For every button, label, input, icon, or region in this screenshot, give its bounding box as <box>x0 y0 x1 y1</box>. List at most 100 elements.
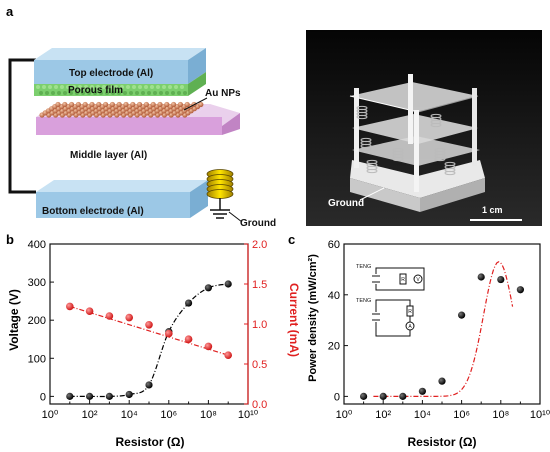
porous-texture-dot <box>45 91 49 95</box>
porous-texture-dot <box>99 91 103 95</box>
inset-label-top: TENG <box>356 264 371 270</box>
au-nps-pointer <box>183 97 208 111</box>
au-nanoparticle <box>109 101 115 108</box>
current-point <box>165 329 173 338</box>
au-nanoparticle <box>157 101 163 108</box>
x-tick-label: 10⁴ <box>121 409 138 421</box>
porous-texture-dot <box>66 85 70 89</box>
y-tick-label: 400 <box>28 239 46 251</box>
current-point <box>204 342 213 351</box>
x-tick-label: 10⁰ <box>42 409 59 421</box>
voltage-point <box>185 299 193 307</box>
porous-texture-dot <box>42 85 46 89</box>
x-tick-label: 10² <box>375 409 391 421</box>
svg-text:A: A <box>408 324 412 330</box>
current-point <box>224 351 232 360</box>
x-tick-label: 10⁸ <box>200 409 217 421</box>
porous-texture-dot <box>81 91 85 95</box>
porous-texture-dot <box>39 91 43 95</box>
chart-c-xlabel: Resistor (Ω) <box>408 435 477 449</box>
voltage-point <box>145 381 153 389</box>
y-tick-label: 40 <box>328 290 340 302</box>
voltage-point <box>66 392 74 400</box>
current-point <box>105 312 114 320</box>
x-tick-label: 10¹⁰ <box>530 409 550 421</box>
y-tick-label: 0 <box>334 391 340 403</box>
porous-texture-dot <box>57 91 61 95</box>
chart-c: 10⁰ 10² 10⁴ 10⁶ 10⁸ 10¹⁰ 0 20 40 60 <box>328 239 550 421</box>
x-tick-label: 10¹⁰ <box>238 409 259 421</box>
y-tick-label: 200 <box>28 315 46 327</box>
svg-text:R: R <box>401 277 405 283</box>
porous-texture-dot <box>48 85 52 89</box>
power-point <box>379 392 387 400</box>
porous-texture-dot <box>108 85 112 89</box>
porous-texture-dot <box>126 85 130 89</box>
y-tick-label: 100 <box>28 353 46 365</box>
au-nanoparticle <box>137 101 143 108</box>
au-nanoparticle <box>82 101 88 108</box>
photo-spring-turn <box>434 156 446 162</box>
panel-a-letter: a <box>6 4 14 19</box>
voltage-point <box>204 284 212 292</box>
porous-texture-dot <box>180 85 184 89</box>
au-nanoparticle <box>69 101 75 108</box>
ground-label: Ground <box>240 218 276 229</box>
porous-texture-dot <box>84 85 88 89</box>
porous-texture-dot <box>60 85 64 89</box>
au-nanoparticle <box>177 101 183 108</box>
porous-texture-dot <box>123 91 127 95</box>
voltage-point <box>105 392 113 400</box>
ground-pointer <box>228 211 243 223</box>
power-point <box>360 392 368 400</box>
au-nanoparticle <box>164 101 170 108</box>
current-point <box>66 302 74 311</box>
power-point <box>438 377 446 385</box>
au-nanoparticle <box>130 101 136 108</box>
current-point <box>125 313 133 322</box>
x-tick-label: 10⁰ <box>336 409 353 421</box>
porous-texture-dot <box>54 85 58 89</box>
voltage-fit-line <box>69 283 229 398</box>
photo-spring-turn <box>356 114 368 120</box>
power-point <box>458 311 466 319</box>
middle-layer-label: Middle layer (Al) <box>70 150 147 161</box>
au-nanoparticle <box>171 101 177 108</box>
porous-texture-dot <box>117 91 121 95</box>
porous-texture-dot <box>162 85 166 89</box>
chart-b-ylabel-right: Current (mA) <box>287 283 301 357</box>
photo-spring-turn <box>366 168 378 174</box>
porous-texture-dot <box>102 85 106 89</box>
au-nanoparticle <box>143 101 149 108</box>
bottom-electrode <box>36 180 208 218</box>
coil-turn <box>206 189 234 199</box>
y2-tick-label: 1.5 <box>252 279 267 291</box>
chart-b-xlabel: Resistor (Ω) <box>116 435 185 449</box>
porous-texture-dot <box>96 85 100 89</box>
current-point <box>85 307 94 316</box>
porous-texture-dot <box>171 91 175 95</box>
power-point <box>497 275 505 284</box>
porous-texture-dot <box>174 85 178 89</box>
x-tick-label: 10⁸ <box>492 409 509 421</box>
au-nanoparticle <box>198 101 204 108</box>
porous-texture-dot <box>138 85 142 89</box>
porous-texture-dot <box>90 85 94 89</box>
panel-b-letter: b <box>6 232 14 247</box>
top-electrode <box>34 48 206 84</box>
porous-texture-dot <box>75 91 79 95</box>
porous-texture-dot <box>135 91 139 95</box>
au-nanoparticle <box>116 101 122 108</box>
y-tick-label: 60 <box>328 239 340 251</box>
porous-texture-dot <box>78 85 82 89</box>
current-point <box>184 335 193 344</box>
au-nanoparticle-array <box>39 101 204 118</box>
x-tick-label: 10² <box>82 409 98 421</box>
power-point <box>418 387 426 395</box>
inset-label-bottom: TENG <box>356 298 371 304</box>
porous-texture-dot <box>165 91 169 95</box>
photo-spring-turn <box>444 170 456 176</box>
au-nanoparticle <box>55 101 61 108</box>
porous-texture-dot <box>177 91 181 95</box>
